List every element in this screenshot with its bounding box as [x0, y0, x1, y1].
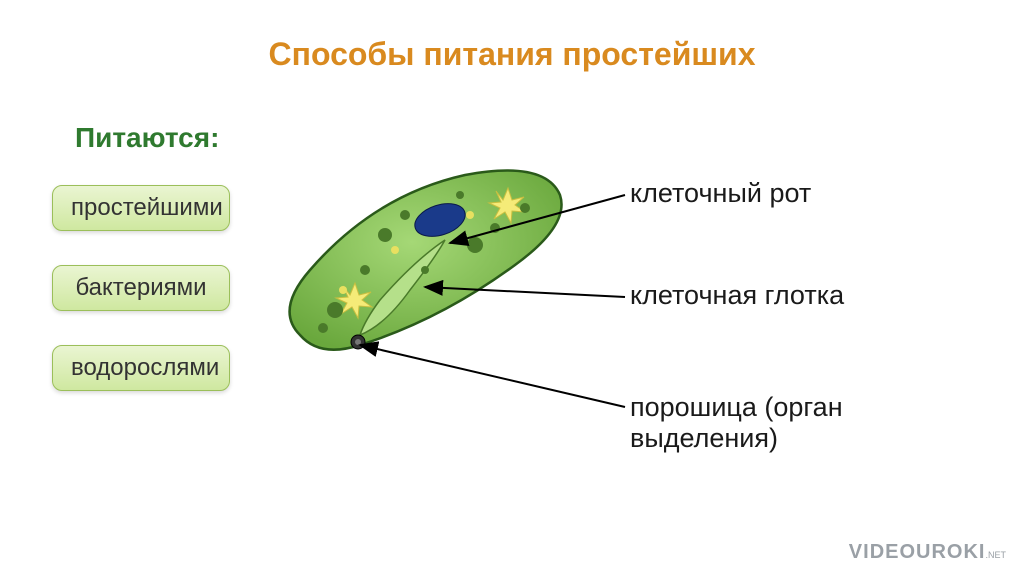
subtitle: Питаются:: [75, 122, 219, 154]
label-cytostome: клеточный рот: [630, 178, 811, 209]
pill-bacteria: бактериями: [52, 265, 230, 311]
paramecium-diagram: [265, 160, 575, 375]
pill-protozoa: простейшими: [52, 185, 230, 231]
label-cytoproct: порошица (орган выделения): [630, 392, 950, 454]
watermark-suffix: .NET: [985, 550, 1006, 560]
watermark-brand: VIDEOUROKI: [849, 541, 986, 563]
watermark: VIDEOUROKI.NET: [849, 541, 1006, 564]
label-cytopharynx: клеточная глотка: [630, 280, 844, 311]
page-title: Способы питания простейших: [0, 36, 1024, 73]
pill-algae: водорослями: [52, 345, 230, 391]
